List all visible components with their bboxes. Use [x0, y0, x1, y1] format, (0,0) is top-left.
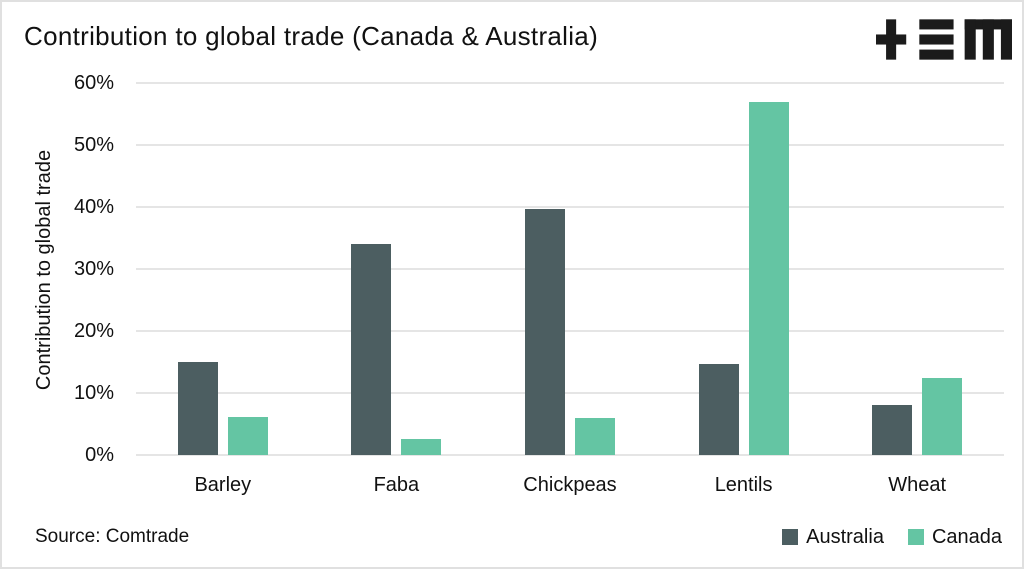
y-tick-label: 40%	[73, 196, 114, 218]
y-tick-label: 50%	[73, 134, 114, 156]
legend: Australia Canada	[782, 525, 1002, 549]
x-tick-label-wheat: Wheat	[888, 474, 947, 496]
chart-title: Contribution to global trade (Canada & A…	[24, 21, 599, 51]
bar-australia-chickpeas	[525, 208, 565, 455]
bar-australia-lentils	[698, 363, 739, 455]
bar-australia-barley	[177, 362, 218, 455]
x-tick-label-lentils: Lentils	[714, 474, 773, 496]
y-tick-label: 30%	[73, 258, 114, 280]
bar-australia-wheat	[872, 405, 913, 455]
gridline	[136, 144, 1004, 146]
tem-logo-icon	[876, 19, 1012, 60]
bar-canada-wheat	[922, 378, 963, 455]
y-tick-label: 0%	[85, 444, 114, 466]
bar-canada-barley	[227, 416, 268, 455]
gridline	[136, 330, 1004, 332]
bar-canada-faba	[401, 438, 442, 455]
legend-swatch-australia	[782, 529, 799, 545]
gridline	[136, 268, 1004, 270]
legend-label: Canada	[931, 526, 1002, 548]
gridline	[136, 454, 1004, 456]
gridline	[136, 82, 1004, 84]
y-tick-label: 10%	[73, 382, 114, 404]
legend-swatch-canada	[907, 529, 924, 545]
bar-australia-faba	[351, 244, 392, 455]
legend-label: Australia	[806, 526, 884, 548]
y-tick-label: 60%	[73, 72, 114, 94]
legend-item-canada: Canada	[907, 525, 1002, 549]
x-tick-label-barley: Barley	[194, 474, 252, 496]
x-tick-label-faba: Faba	[373, 474, 420, 496]
y-tick-label: 20%	[73, 320, 114, 342]
gridline	[136, 392, 1004, 394]
legend-item-australia: Australia	[782, 525, 884, 549]
gridline	[136, 206, 1004, 208]
x-tick-label-chickpeas: Chickpeas	[523, 474, 617, 496]
bar-canada-chickpeas	[575, 417, 615, 455]
source-note: Source: Comtrade	[35, 526, 190, 547]
bar-canada-lentils	[748, 102, 789, 455]
